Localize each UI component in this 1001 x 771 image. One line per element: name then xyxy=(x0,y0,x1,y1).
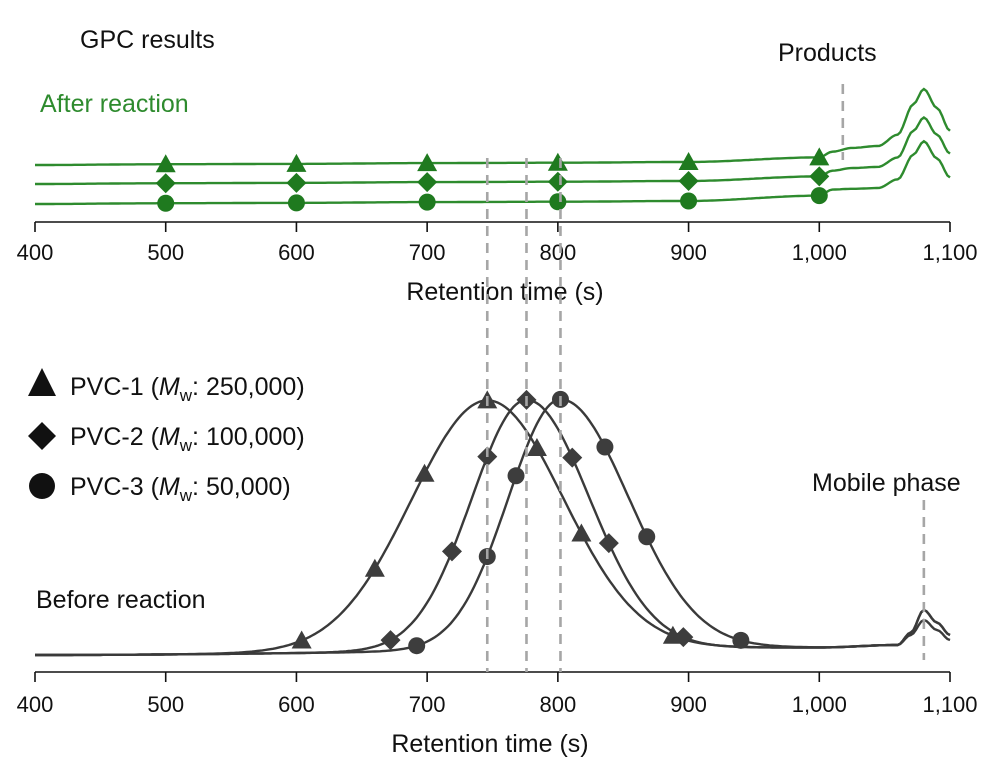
after-marker xyxy=(157,194,175,212)
chart-title: GPC results xyxy=(80,26,215,54)
x-tick-label: 1,100 xyxy=(922,692,977,717)
legend-name: PVC-2 xyxy=(70,423,144,451)
after-marker xyxy=(286,153,307,172)
before-marker-pvc-3 xyxy=(732,631,750,649)
after-marker xyxy=(417,172,438,193)
after-marker xyxy=(547,171,568,192)
before-marker-pvc-3 xyxy=(596,438,614,456)
x-tick-label: 1,100 xyxy=(922,240,977,265)
bottom-plot xyxy=(35,389,951,657)
after-series-line xyxy=(35,116,951,186)
before-marker-pvc-1 xyxy=(364,558,385,577)
after-reaction-label: After reaction xyxy=(40,90,189,118)
x-tick-label: 700 xyxy=(409,240,446,265)
x-tick-label: 700 xyxy=(409,692,446,717)
legend-entry-pvc-3: PVC-3 (Mw: 50,000) xyxy=(70,473,291,505)
legend-diamond-icon xyxy=(28,422,56,450)
before-series-line-pvc-3 xyxy=(35,398,951,657)
after-marker xyxy=(418,193,436,211)
before-marker-pvc-2 xyxy=(598,533,619,554)
before-marker-pvc-3 xyxy=(638,528,656,546)
bottom-x-axis-label: Retention time (s) xyxy=(391,730,588,758)
after-marker xyxy=(155,154,176,173)
after-marker xyxy=(678,170,699,191)
x-tick-label: 800 xyxy=(539,240,576,265)
after-marker xyxy=(286,172,307,193)
before-marker-pvc-3 xyxy=(408,637,426,655)
after-series-line xyxy=(35,87,951,167)
after-marker xyxy=(810,187,828,205)
x-tick-label: 900 xyxy=(670,692,707,717)
legend: PVC-1 (Mw: 250,000) PVC-2 (Mw: 100,000) … xyxy=(28,368,305,505)
after-marker xyxy=(809,166,830,187)
before-marker-pvc-2 xyxy=(673,627,694,648)
x-tick-label: 1,000 xyxy=(792,240,847,265)
after-marker xyxy=(417,153,438,172)
x-tick-label: 400 xyxy=(17,692,54,717)
x-tick-label: 800 xyxy=(539,692,576,717)
x-tick-label: 500 xyxy=(147,240,184,265)
after-marker xyxy=(287,194,305,212)
before-marker-pvc-2 xyxy=(562,447,583,468)
before-reaction-label: Before reaction xyxy=(36,586,206,614)
before-marker-pvc-2 xyxy=(380,630,401,651)
legend-triangle-icon xyxy=(28,368,56,396)
top-x-axis: 400 500 600 700 800 900 1,000 1,100 xyxy=(17,221,978,265)
x-tick-label: 400 xyxy=(17,240,54,265)
legend-entry-pvc-1: PVC-1 (Mw: 250,000) xyxy=(70,373,305,405)
after-marker xyxy=(809,147,830,166)
dashed-guides xyxy=(485,84,926,672)
before-marker-pvc-1 xyxy=(291,630,312,649)
after-marker xyxy=(155,173,176,194)
before-marker-pvc-3 xyxy=(507,467,525,485)
x-tick-label: 1,000 xyxy=(792,692,847,717)
legend-mw: 50,000 xyxy=(206,473,282,501)
x-tick-label: 600 xyxy=(278,240,315,265)
before-marker-pvc-1 xyxy=(571,523,592,542)
top-x-axis-label: Retention time (s) xyxy=(406,278,603,306)
x-tick-label: 900 xyxy=(670,240,707,265)
before-marker-pvc-2 xyxy=(441,541,462,562)
after-marker xyxy=(680,192,698,210)
x-tick-label: 600 xyxy=(278,692,315,717)
after-marker xyxy=(549,193,567,211)
legend-name: PVC-1 xyxy=(70,373,144,401)
after-marker xyxy=(547,152,568,171)
products-annotation: Products xyxy=(778,39,877,67)
legend-mw: 250,000 xyxy=(206,373,296,401)
before-marker-pvc-1 xyxy=(526,438,547,457)
mobile-phase-annotation: Mobile phase xyxy=(812,469,961,497)
before-marker-pvc-1 xyxy=(414,463,435,482)
legend-mw: 100,000 xyxy=(206,423,296,451)
legend-circle-icon xyxy=(29,473,55,499)
after-marker xyxy=(678,151,699,170)
top-plot xyxy=(35,87,951,212)
x-tick-label: 500 xyxy=(147,692,184,717)
bottom-x-axis: 400 500 600 700 800 900 1,000 1,100 xyxy=(17,671,978,717)
legend-entry-pvc-2: PVC-2 (Mw: 100,000) xyxy=(70,423,305,455)
legend-name: PVC-3 xyxy=(70,473,144,501)
after-series-line xyxy=(35,139,951,206)
